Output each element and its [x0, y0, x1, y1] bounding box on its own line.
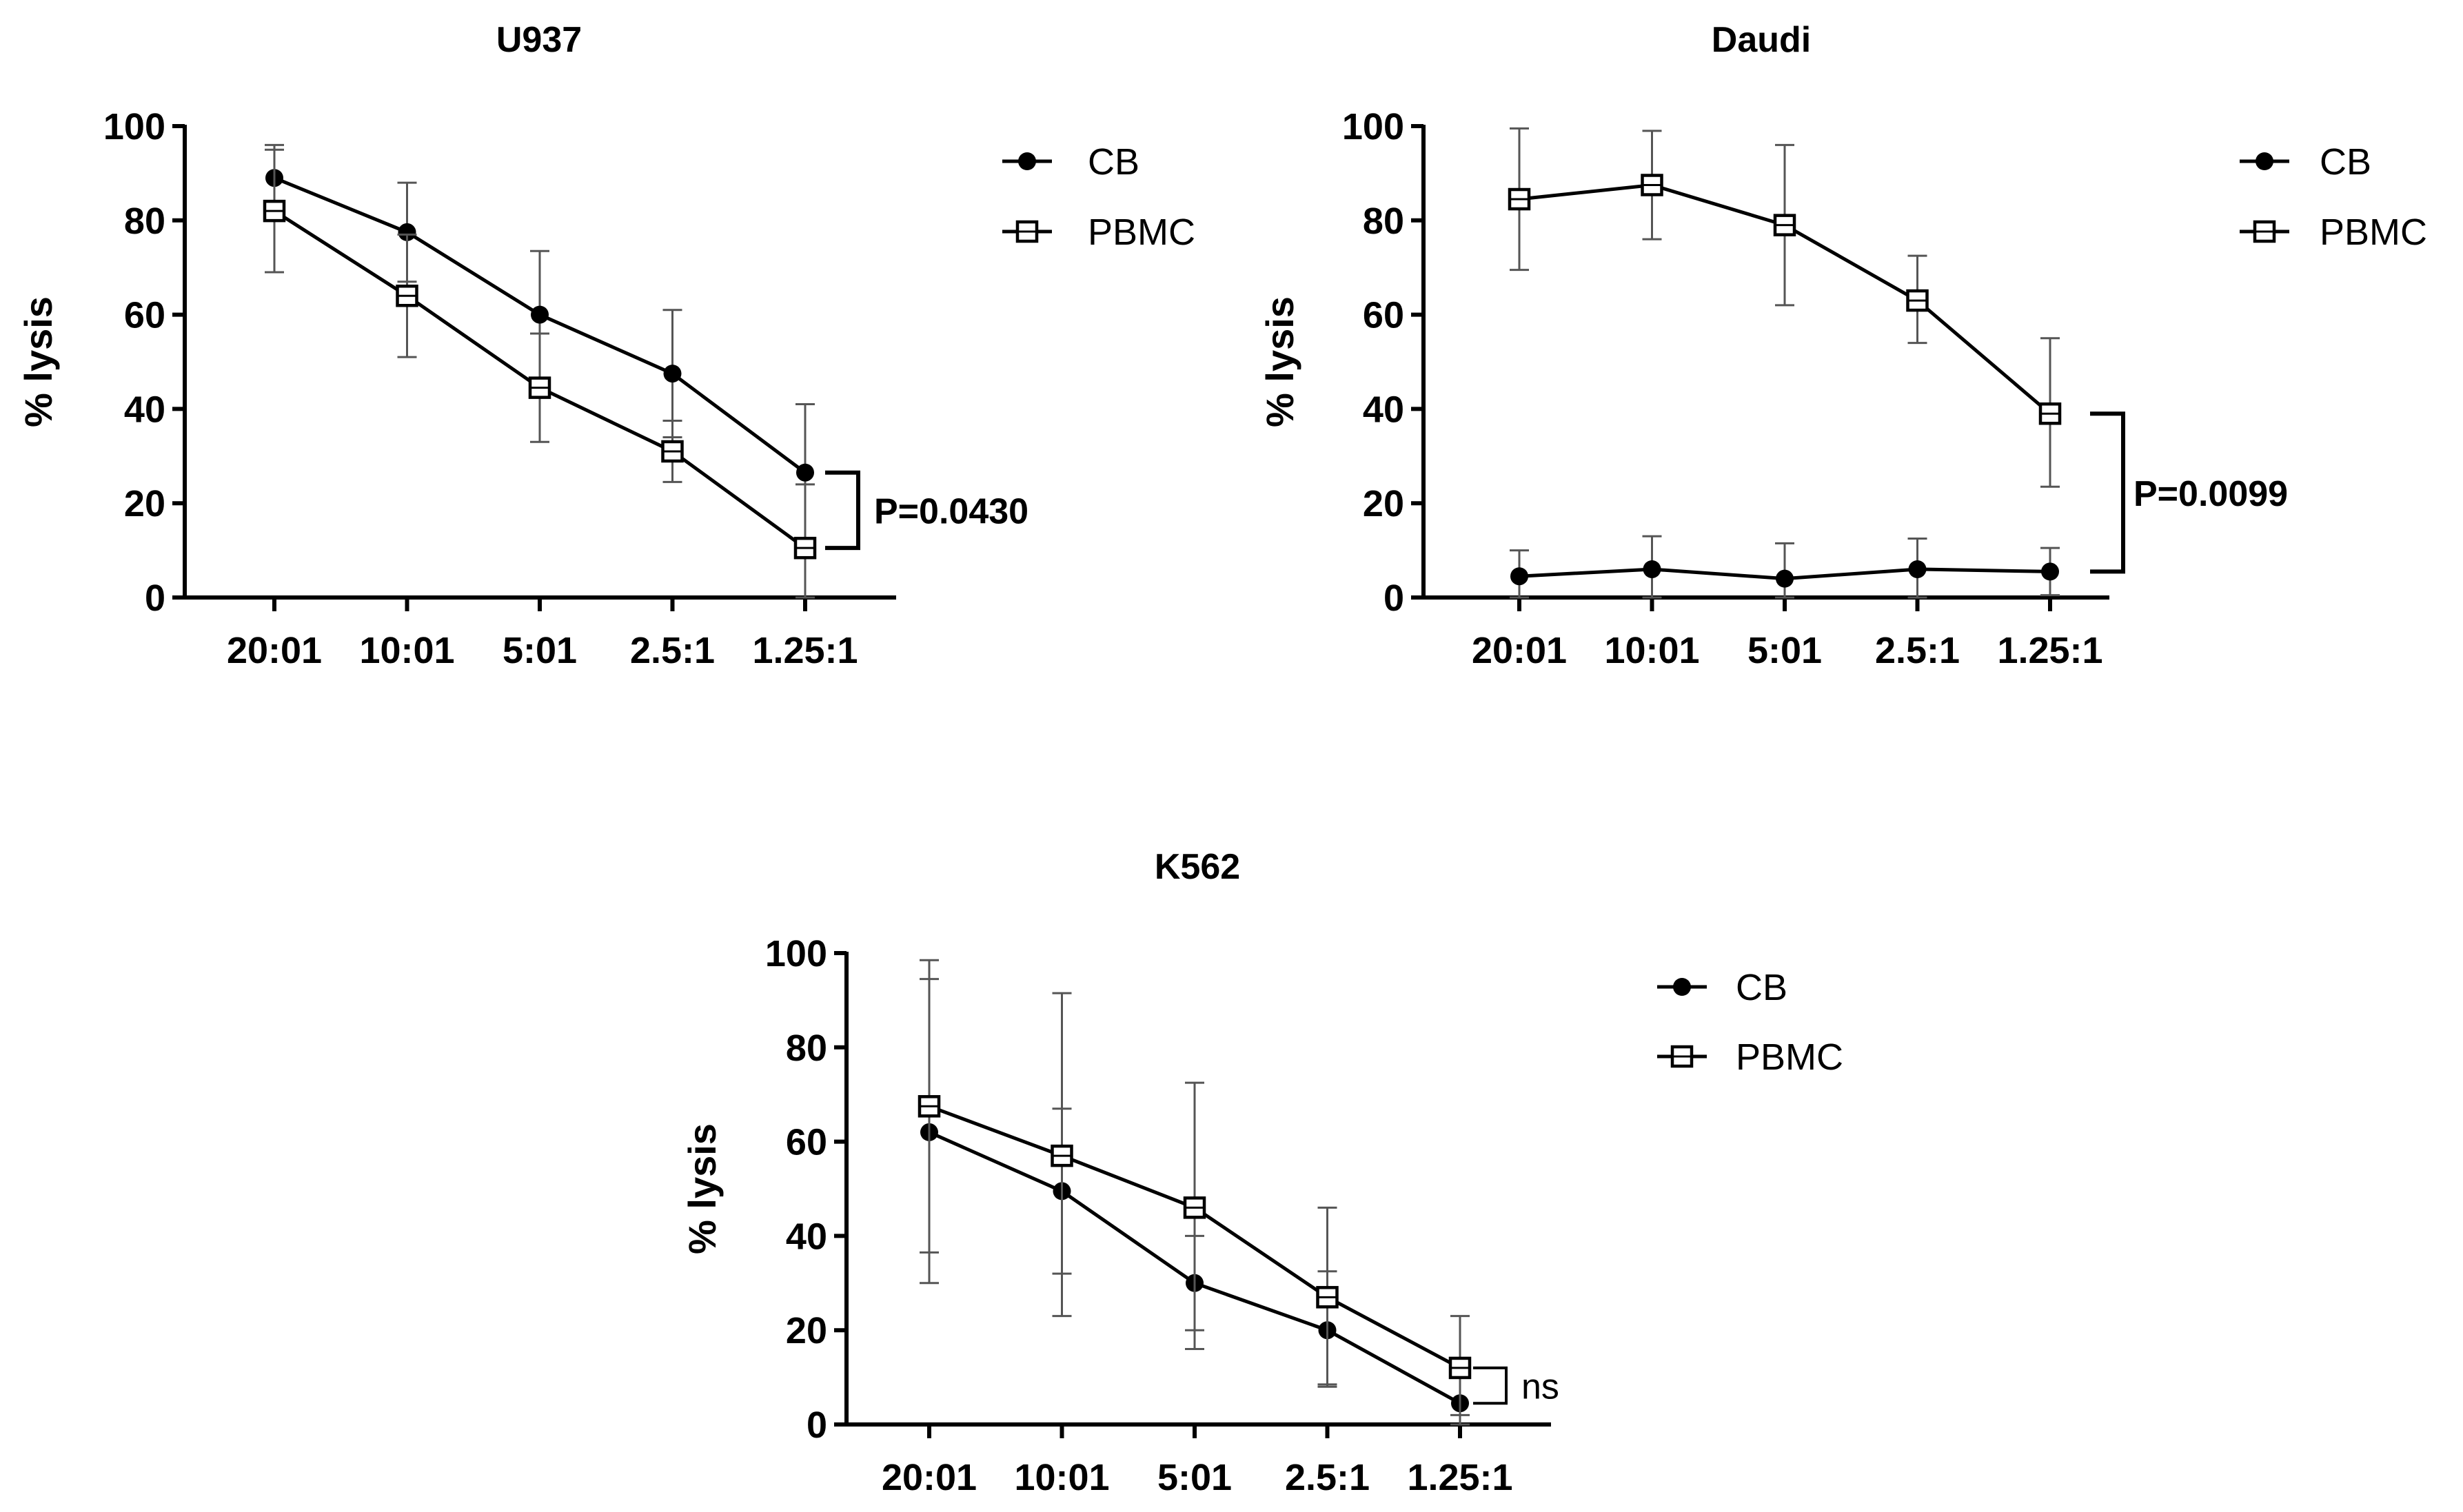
data-point: [796, 463, 814, 482]
x-tick-label: 20:01: [1472, 630, 1567, 671]
data-point: [398, 223, 416, 241]
y-tick-label: 80: [786, 1028, 827, 1069]
chart-panel-k562: K562 % lysis 0 20 40 60 80 100 20:01 10:01 5:01 2.5…: [680, 847, 1843, 1498]
legend-label: CB: [2320, 141, 2371, 183]
y-tick-label: 0: [145, 578, 165, 619]
data-point: [1908, 560, 1927, 578]
data-point: [1510, 567, 1528, 586]
data-point: [1643, 560, 1661, 578]
x-tick-label: 20:01: [227, 630, 322, 671]
chart-title: K562: [1155, 847, 1240, 887]
series-pbmc: [918, 959, 1472, 1416]
y-tick-label: 60: [124, 295, 165, 336]
legend: CB PBMC: [2240, 141, 2427, 253]
legend-label: CB: [1088, 141, 1139, 183]
y-tick-label: 20: [124, 483, 165, 524]
y-tick-label: 80: [124, 201, 165, 242]
y-tick-label: 80: [1363, 201, 1404, 242]
x-tick-label: 20:01: [882, 1457, 977, 1498]
y-tick-label: 60: [1363, 295, 1404, 336]
series-pbmc: [263, 148, 817, 599]
significance-bracket: [1473, 1366, 1508, 1405]
chart-panel-daudi: Daudi % lysis 0 20 40 60 80 100 20:01 10:01 5:01 2.…: [1258, 20, 2427, 671]
series-pbmc: [1508, 127, 2062, 488]
x-tick-label: 10:01: [1604, 630, 1699, 671]
legend-marker: [1673, 978, 1691, 996]
legend-label: PBMC: [2320, 212, 2427, 253]
y-tick-label: 100: [103, 106, 165, 147]
y-axis-label: % lysis: [17, 296, 60, 427]
legend-label: CB: [1736, 967, 1787, 1008]
y-tick-label: 20: [1363, 483, 1404, 524]
legend-marker: [2256, 152, 2273, 170]
legend-marker: [1018, 152, 1036, 170]
significance-label: P=0.0430: [874, 491, 1028, 531]
series-cb: [1510, 535, 2060, 599]
y-tick-label: 0: [1383, 578, 1404, 619]
x-tick-label: 2.5:1: [1285, 1457, 1370, 1498]
significance-bracket: [825, 470, 860, 551]
data-point: [663, 365, 682, 383]
x-tick-label: 5:01: [1747, 630, 1822, 671]
y-tick-label: 100: [765, 933, 827, 974]
y-axis-label: % lysis: [680, 1123, 724, 1254]
x-tick-label: 1.25:1: [752, 630, 858, 671]
legend-label: PBMC: [1088, 212, 1195, 253]
x-tick-label: 2.5:1: [1875, 630, 1960, 671]
x-tick-label: 1.25:1: [1407, 1457, 1512, 1498]
x-tick-label: 5:01: [503, 630, 577, 671]
x-tick-label: 10:01: [359, 630, 454, 671]
data-point: [531, 305, 549, 324]
y-tick-label: 0: [807, 1404, 827, 1446]
legend: CB PBMC: [1657, 967, 1843, 1078]
y-tick-label: 100: [1342, 106, 1404, 147]
x-tick-label: 2.5:1: [630, 630, 715, 671]
legend: CB PBMC: [1002, 141, 1195, 253]
legend-label: PBMC: [1736, 1036, 1843, 1078]
x-tick-label: 10:01: [1014, 1457, 1109, 1498]
significance-label: P=0.0099: [2133, 474, 2288, 514]
significance-label: ns: [1521, 1367, 1559, 1407]
y-axis-label: % lysis: [1258, 296, 1301, 427]
y-tick-label: 40: [786, 1216, 827, 1257]
significance-bracket: [2090, 411, 2125, 574]
x-tick-label: 5:01: [1157, 1457, 1232, 1498]
data-point: [2041, 562, 2059, 581]
y-tick-label: 20: [786, 1310, 827, 1351]
data-point: [1776, 569, 1794, 588]
y-tick-label: 40: [124, 389, 165, 430]
chart-panel-u937: U937 % lysis 0 20 40 60 80 100 20:01 10:01 5:01 2.5…: [17, 20, 1195, 671]
chart-title: Daudi: [1712, 20, 1811, 60]
y-tick-label: 40: [1363, 389, 1404, 430]
x-tick-label: 1.25:1: [1997, 630, 2102, 671]
y-tick-label: 60: [786, 1122, 827, 1163]
chart-title: U937: [496, 20, 582, 60]
